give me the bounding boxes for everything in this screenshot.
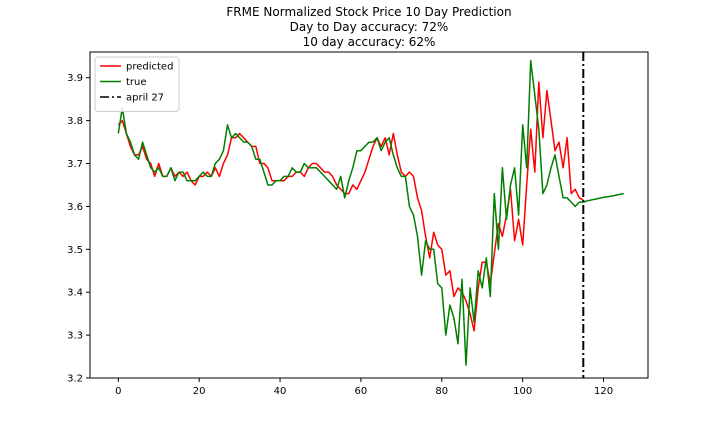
x-tick-label: 0 bbox=[115, 386, 121, 397]
chart-title-line-2: Day to Day accuracy: 72% bbox=[290, 20, 449, 34]
x-tick-label: 60 bbox=[355, 386, 368, 397]
legend-label: true bbox=[126, 77, 147, 88]
y-tick-label: 3.2 bbox=[67, 374, 83, 385]
plot-area bbox=[117, 52, 624, 378]
y-tick-label: 3.8 bbox=[67, 116, 83, 127]
chart-title-line-3: 10 day accuracy: 62% bbox=[303, 35, 436, 49]
y-tick-label: 3.5 bbox=[67, 245, 83, 256]
x-tick-label: 40 bbox=[274, 386, 287, 397]
y-tick-label: 3.9 bbox=[67, 73, 83, 84]
x-tick-label: 100 bbox=[513, 386, 532, 397]
y-tick-label: 3.4 bbox=[67, 288, 83, 299]
legend-label: april 27 bbox=[126, 93, 164, 104]
plot-frame bbox=[89, 51, 649, 379]
y-tick-label: 3.6 bbox=[67, 202, 83, 213]
x-tick-label: 120 bbox=[594, 386, 613, 397]
legend: predicted true april 27 bbox=[94, 56, 180, 112]
x-tick-label: 20 bbox=[193, 386, 206, 397]
series-line-extension-2 bbox=[583, 192, 624, 203]
y-tick-label: 3.7 bbox=[67, 159, 83, 170]
series-line-predicted bbox=[117, 81, 584, 332]
legend-box bbox=[94, 56, 180, 112]
legend-label: predicted bbox=[126, 62, 173, 73]
y-tick-label: 3.3 bbox=[67, 331, 83, 342]
x-tick-label: 80 bbox=[435, 386, 448, 397]
axes: 0 20 40 60 80 100 120 3.2 3.3 3.4 3.5 3.6 3.7 3.8 3.9 bbox=[67, 73, 613, 397]
series-line-true bbox=[117, 59, 584, 366]
chart-title: FRME Normalized Stock Price 10 Day Predi… bbox=[226, 5, 511, 49]
chart-title-line-1: FRME Normalized Stock Price 10 Day Predi… bbox=[226, 5, 511, 19]
